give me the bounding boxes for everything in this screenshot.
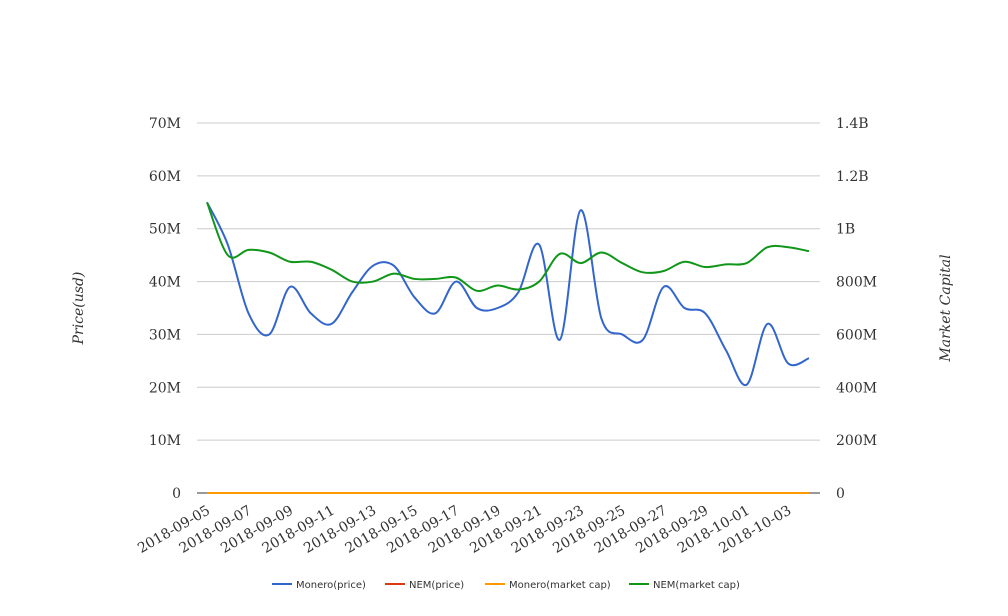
y2-tick-label: 1.2B	[836, 169, 869, 185]
legend-item-monero-price[interactable]: Monero(price)	[272, 580, 366, 591]
y-tick-label: 60M	[149, 169, 181, 185]
grid	[197, 122, 820, 494]
y2-axis-title: Market Capital	[938, 254, 954, 362]
right-axis: 0 200M 400M 600M 800M 1B 1.2B 1.4B	[836, 116, 877, 502]
y2-tick-label: 1.4B	[836, 116, 869, 132]
legend-label: Monero(price)	[296, 580, 366, 591]
y2-tick-label: 200M	[836, 433, 877, 449]
y-tick-label: 0	[172, 486, 181, 502]
left-axis: 0 10M 20M 30M 40M 50M 60M 70M	[149, 116, 181, 502]
y-tick-label: 20M	[149, 380, 181, 396]
y-tick-label: 50M	[149, 222, 181, 238]
legend-label: NEM(price)	[409, 580, 464, 591]
y2-tick-label: 800M	[836, 275, 877, 291]
y2-tick-label: 600M	[836, 327, 877, 343]
y-tick-label: 30M	[149, 327, 181, 343]
series-layer	[206, 201, 810, 495]
y-tick-label: 70M	[149, 116, 181, 132]
legend[interactable]: Monero(price) NEM(price) Monero(market cap…	[272, 580, 740, 591]
legend-label: NEM(market cap)	[653, 580, 740, 591]
y2-tick-label: 400M	[836, 380, 877, 396]
legend-item-monero-market-cap[interactable]: Monero(market cap)	[485, 580, 611, 591]
legend-label: Monero(market cap)	[509, 580, 611, 591]
series-line-nem-market-cap	[206, 201, 810, 292]
y-axis-title: Price(usd)	[71, 272, 87, 346]
legend-item-nem-market-cap[interactable]: NEM(market cap)	[629, 580, 740, 591]
y-tick-label: 40M	[149, 275, 181, 291]
y2-tick-label: 1B	[836, 222, 855, 238]
x-axis: 2018-09-052018-09-072018-09-092018-09-11…	[135, 503, 794, 557]
y-tick-label: 10M	[149, 433, 181, 449]
legend-item-nem-price[interactable]: NEM(price)	[385, 580, 464, 591]
series-line-monero-price	[206, 201, 810, 386]
y2-tick-label: 0	[836, 486, 845, 502]
